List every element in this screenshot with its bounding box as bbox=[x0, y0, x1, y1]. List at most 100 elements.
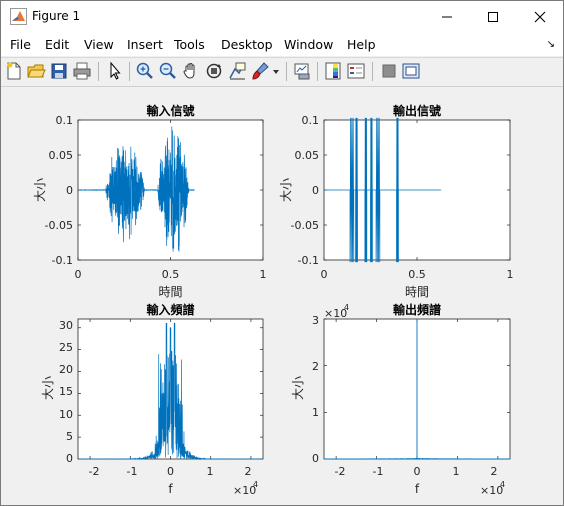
title-bar: Figure 1 bbox=[1, 1, 563, 32]
x-tick-label: -2 bbox=[89, 465, 100, 478]
y-exponent-label: ×10 4 bbox=[324, 303, 349, 320]
close-button[interactable] bbox=[517, 1, 563, 32]
svg-text:×10: ×10 bbox=[233, 484, 256, 497]
insert-legend-icon[interactable] bbox=[346, 61, 366, 81]
toolbar-separator bbox=[317, 62, 318, 81]
y-tick-label: 0 bbox=[66, 452, 73, 465]
x-tick-label: -1 bbox=[373, 465, 384, 478]
subplot-output-spectrum: 輸出頻譜 f 大小 ×10 4 -2 -1 0 1 2 3 2 1 0 ×10 … bbox=[291, 302, 511, 497]
maximize-icon bbox=[488, 11, 498, 22]
insert-colorbar-icon[interactable] bbox=[323, 61, 343, 81]
toolbar-separator bbox=[286, 62, 287, 81]
x-tick-label: 0 bbox=[167, 465, 174, 478]
y-tick-label: 0 bbox=[66, 184, 73, 197]
y-tick-label: 0.05 bbox=[49, 149, 74, 162]
y-tick-label: 15 bbox=[59, 385, 73, 398]
x-tick-label: 0 bbox=[414, 465, 421, 478]
y-axis-label: 大小 bbox=[291, 376, 305, 400]
x-tick-label: 0.5 bbox=[408, 268, 426, 281]
y-axis-label: 大小 bbox=[33, 178, 47, 202]
print-icon[interactable] bbox=[72, 61, 92, 81]
signal-line bbox=[324, 117, 442, 263]
spectrum-line bbox=[324, 319, 510, 460]
x-exponent-label: ×10 4 bbox=[233, 480, 258, 497]
signal-line bbox=[78, 126, 195, 252]
link-plot-icon[interactable] bbox=[292, 61, 312, 81]
x-tick-label: 1 bbox=[207, 465, 214, 478]
show-plot-tools-icon[interactable] bbox=[401, 61, 421, 81]
subplot-input-signal: 輸入信號 時間 大小 0 0.5 1 0.1 0.05 0 -0.05 -0.1 bbox=[33, 103, 267, 299]
hide-plot-tools-icon[interactable] bbox=[379, 61, 399, 81]
zoom-in-icon[interactable] bbox=[135, 61, 155, 81]
toolbar-separator bbox=[372, 62, 373, 81]
x-exponent-label: ×10 4 bbox=[480, 480, 505, 497]
x-axis-label: f bbox=[168, 482, 173, 496]
menu-file[interactable]: File bbox=[10, 37, 31, 52]
brush-dropdown-icon[interactable] bbox=[271, 61, 281, 81]
open-file-icon[interactable] bbox=[26, 61, 46, 81]
matlab-logo-icon bbox=[10, 8, 27, 25]
zoom-out-icon[interactable] bbox=[158, 61, 178, 81]
x-axis-label: f bbox=[415, 482, 420, 496]
plot-title: 輸出頻譜 bbox=[393, 302, 441, 317]
axes-box[interactable] bbox=[77, 318, 264, 460]
menu-window[interactable]: Window bbox=[284, 37, 334, 52]
plot-title: 輸入信號 bbox=[146, 103, 194, 118]
y-axis-label: 大小 bbox=[279, 178, 293, 202]
y-tick-label: -0.05 bbox=[291, 219, 319, 232]
menu-view[interactable]: View bbox=[84, 37, 114, 52]
svg-text:4: 4 bbox=[253, 480, 258, 489]
y-tick-label: -0.05 bbox=[45, 219, 73, 232]
brush-icon[interactable] bbox=[250, 61, 270, 81]
y-tick-label: -0.1 bbox=[298, 254, 319, 267]
toolbar-separator bbox=[98, 62, 99, 81]
maximize-button[interactable] bbox=[470, 1, 516, 32]
y-tick-label: 5 bbox=[66, 430, 73, 443]
x-tick-label: 1 bbox=[507, 268, 514, 281]
minimize-icon bbox=[442, 16, 452, 17]
pointer-icon[interactable] bbox=[105, 61, 125, 81]
save-icon[interactable] bbox=[49, 61, 69, 81]
minimize-button[interactable] bbox=[424, 1, 470, 32]
x-axis-label: 時間 bbox=[405, 285, 429, 299]
figure-canvas: 輸入信號 時間 大小 0 0.5 1 0.1 0.05 0 -0.05 -0.1… bbox=[33, 103, 514, 497]
y-tick-label: 2 bbox=[312, 360, 319, 373]
y-tick-label: 3 bbox=[312, 314, 319, 327]
menu-edit[interactable]: Edit bbox=[45, 37, 70, 52]
y-tick-label: -0.1 bbox=[52, 254, 73, 267]
y-tick-label: 30 bbox=[59, 319, 73, 332]
data-cursor-icon[interactable] bbox=[227, 61, 247, 81]
rotate-3d-icon[interactable] bbox=[204, 61, 224, 81]
subplot-input-spectrum: 輸入頻譜 f 大小 -2 -1 0 1 2 30 20 25 15 10 5 0… bbox=[41, 302, 264, 497]
y-tick-label: 1 bbox=[312, 406, 319, 419]
y-tick-label: 0.05 bbox=[295, 149, 320, 162]
x-axis-label: 時間 bbox=[158, 285, 182, 299]
plot-title: 輸出信號 bbox=[393, 103, 441, 118]
svg-text:4: 4 bbox=[344, 303, 349, 312]
pan-hand-icon[interactable] bbox=[181, 61, 201, 81]
y-tick-label: 0.1 bbox=[56, 114, 74, 127]
dock-arrow-icon[interactable]: ↘ bbox=[546, 39, 555, 50]
svg-text:×10: ×10 bbox=[480, 484, 503, 497]
menu-insert[interactable]: Insert bbox=[127, 37, 163, 52]
new-figure-icon[interactable] bbox=[4, 61, 24, 81]
y-tick-label: 25 bbox=[59, 341, 73, 354]
menu-desktop[interactable]: Desktop bbox=[221, 37, 273, 52]
menu-help[interactable]: Help bbox=[347, 37, 376, 52]
menu-tools[interactable]: Tools bbox=[174, 37, 205, 52]
y-tick-label: 0 bbox=[312, 184, 319, 197]
svg-text:4: 4 bbox=[500, 480, 505, 489]
menu-bar: File Edit View Insert Tools Desktop Wind… bbox=[1, 32, 563, 56]
plot-title: 輸入頻譜 bbox=[146, 302, 194, 317]
toolbar-separator bbox=[129, 62, 130, 81]
y-tick-label: 0 bbox=[312, 452, 319, 465]
figure-toolbar bbox=[1, 57, 563, 87]
x-tick-label: 2 bbox=[491, 465, 498, 478]
x-tick-label: 0.5 bbox=[162, 268, 180, 281]
y-tick-label: 0.1 bbox=[302, 114, 320, 127]
y-tick-label: 10 bbox=[59, 408, 73, 421]
y-axis-label: 大小 bbox=[41, 376, 55, 400]
x-tick-label: 2 bbox=[245, 465, 252, 478]
window-title: Figure 1 bbox=[32, 9, 81, 23]
